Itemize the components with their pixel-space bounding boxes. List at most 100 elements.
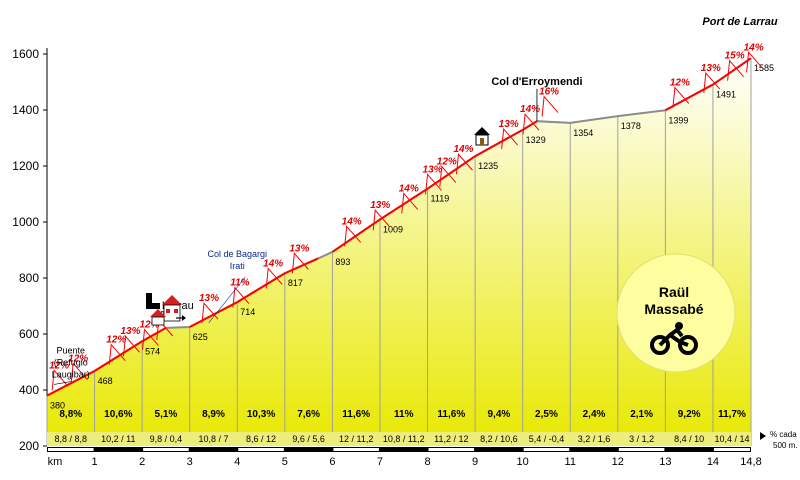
segment-sub-grade: 9,8 / 0,4	[150, 434, 183, 444]
y-tick-label: 1400	[12, 103, 39, 117]
altitude-label: 1399	[668, 115, 688, 125]
place-label: Irati	[230, 261, 245, 271]
x-tick-label: 8	[424, 456, 430, 468]
x-tick-label: 13	[659, 456, 671, 468]
altitude-label: 625	[193, 332, 208, 342]
x-tick-label: 10	[517, 456, 529, 468]
steep-marker	[425, 173, 442, 195]
steep-marker	[265, 267, 283, 289]
altitude-label: 1119	[431, 194, 450, 204]
steep-marker	[703, 71, 721, 94]
x-tick-label: 14	[707, 456, 719, 468]
x-axis-bar-gap	[48, 448, 94, 451]
steep-marker	[501, 127, 519, 150]
segment-grade: 8,8%	[59, 409, 82, 420]
steep-marker	[522, 113, 540, 135]
altitude-label: 817	[288, 278, 303, 288]
steep-markers: 12%12%12%13%12%13%13%11%14%13%14%13%14%1…	[49, 42, 764, 391]
segment-grade: 10,3%	[247, 409, 275, 420]
arrow-right-icon	[176, 315, 186, 321]
steep-grade-label: 13%	[423, 164, 443, 175]
steep-marker	[541, 95, 559, 117]
steep-marker	[291, 252, 309, 274]
steep-marker	[232, 286, 250, 308]
steep-grade-label: 13%	[370, 200, 390, 211]
x-axis-bar-gap	[238, 448, 284, 451]
x-axis: km 1 2 3 4 5 6 7 8 9 10 11 12 13 14 14,8	[47, 447, 762, 468]
steep-marker	[372, 209, 390, 231]
place-label: Puente	[57, 346, 86, 356]
x-axis-bar-gap	[143, 448, 189, 451]
y-axis: 200 400 600 800 1000 1200 1400 1600	[12, 47, 48, 453]
x-tick-label: 7	[377, 456, 383, 468]
steep-grade-label: 14%	[342, 216, 362, 227]
x-tick-label: 2	[139, 456, 145, 468]
steep-marker	[108, 343, 126, 365]
steep-grade-label: 14%	[399, 183, 419, 194]
grade-note-line2: 500 m.	[773, 441, 797, 450]
steep-grade-label: 15%	[725, 51, 745, 62]
segment-sub-grade: 10,8 / 11,2	[383, 434, 425, 444]
altitude-label: 1585	[754, 63, 774, 73]
segment-grade: 10,6%	[104, 409, 132, 420]
x-tick-label: 12	[612, 456, 624, 468]
segment-grade: 11%	[394, 409, 414, 420]
steep-grade-label: 12%	[49, 360, 69, 371]
y-tick-label: 1600	[12, 47, 39, 61]
x-axis-bar-gap	[713, 448, 750, 451]
segment-grade: 7,6%	[297, 409, 320, 420]
steep-marker	[439, 165, 457, 187]
steep-line	[664, 57, 752, 112]
place-label: Port de Larrau	[702, 16, 777, 28]
steep-grade-label: 13%	[120, 326, 140, 337]
y-tick-label: 1000	[12, 215, 39, 229]
segment-sub-grade: 8,4 / 10	[674, 434, 704, 444]
segment-grade: 2,5%	[535, 409, 558, 420]
segment-sub-grade: 3,2 / 1,6	[578, 434, 611, 444]
x-tick-label: 3	[187, 456, 193, 468]
segment-grade: 2,1%	[630, 409, 653, 420]
altitude-label: 1329	[526, 135, 546, 145]
steep-grade-label: 11%	[230, 278, 249, 289]
segment-grade: 9,4%	[487, 409, 510, 420]
segment-sub-grade: 5,4 / -0,4	[529, 434, 565, 444]
x-axis-bar-gap	[428, 448, 475, 451]
place-label: (Refugio	[54, 358, 88, 368]
x-tick-label: 1	[92, 456, 98, 468]
x-axis-bar-gap	[333, 448, 379, 451]
steep-grade-label: 13%	[499, 119, 519, 130]
steep-marker	[122, 335, 140, 357]
steep-marker	[672, 86, 690, 108]
segment-sub-grade: 10,2 / 11	[101, 434, 135, 444]
segment-sub-grade: 3 / 1,2	[629, 434, 654, 444]
author-first-name: Raül	[659, 284, 689, 300]
steep-grade-label: 14%	[453, 144, 473, 155]
steep-marker	[142, 328, 159, 350]
x-tick-label: 6	[329, 456, 335, 468]
author-last-name: Massabé	[644, 301, 703, 317]
steep-marker	[727, 59, 744, 81]
x-axis-bar-gap	[523, 448, 570, 451]
steep-grade-label: 13%	[199, 293, 219, 304]
steep-line	[331, 120, 538, 253]
place-label: Col de Bagargi	[207, 249, 267, 259]
altitude-label: 1354	[573, 128, 593, 138]
segment-sub-grade: 8,6 / 12	[246, 434, 276, 444]
segment-grade: 9,2%	[678, 409, 701, 420]
altitude-label: 574	[145, 346, 160, 356]
steep-marker	[344, 225, 362, 247]
steep-grade-label: 14%	[520, 104, 540, 115]
place-connector	[208, 276, 246, 323]
altitude-label: 1235	[478, 161, 498, 171]
steep-marker	[51, 369, 69, 391]
steep-grade-label: 16%	[539, 87, 559, 98]
place-label: Laugibar)	[52, 370, 90, 380]
altitude-label: 468	[98, 376, 113, 386]
steep-grade-label: 12%	[140, 320, 160, 331]
profile-fill	[47, 58, 751, 446]
steep-grade-label: 14%	[744, 42, 764, 53]
village-icon	[146, 293, 182, 326]
altitude-label: 714	[240, 307, 255, 317]
segment-sub-grade: 8,8 / 8,8	[55, 434, 88, 444]
